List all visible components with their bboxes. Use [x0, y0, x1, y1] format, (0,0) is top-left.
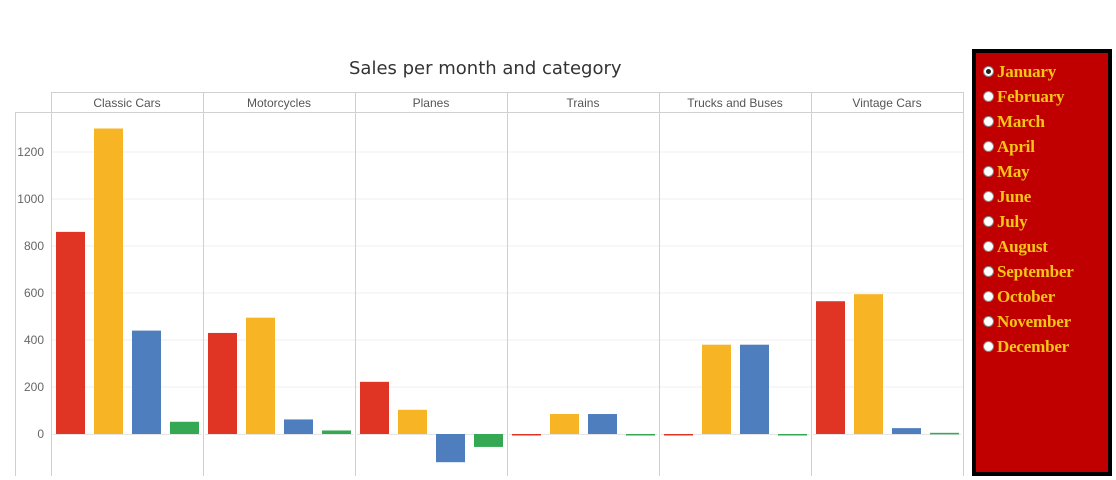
month-option-july[interactable]: July: [976, 209, 1108, 234]
y-tick-label: 200: [24, 380, 44, 394]
month-option-february[interactable]: February: [976, 84, 1108, 109]
month-label: April: [997, 136, 1035, 156]
facet-label: Trains: [567, 96, 600, 110]
month-label: February: [997, 86, 1065, 106]
month-option-december[interactable]: December: [976, 334, 1108, 359]
month-option-september[interactable]: September: [976, 259, 1108, 284]
bar: [892, 428, 921, 434]
bar: [436, 434, 465, 463]
radio-button[interactable]: [983, 91, 994, 102]
month-label: September: [997, 261, 1074, 281]
chart-title: Sales per month and category: [349, 58, 622, 79]
bar: [550, 414, 579, 434]
bar-chart: 0 200 400 600 800 1000 1200 Classic Cars Motorcy…: [15, 92, 964, 476]
facet-label: Vintage Cars: [852, 96, 921, 110]
radio-button[interactable]: [983, 341, 994, 352]
y-tick-label: 1200: [17, 145, 44, 159]
bar: [740, 344, 769, 434]
radio-button[interactable]: [983, 266, 994, 277]
y-tick-label: 600: [24, 286, 44, 300]
radio-button[interactable]: [983, 141, 994, 152]
month-option-june[interactable]: June: [976, 184, 1108, 209]
month-option-april[interactable]: April: [976, 134, 1108, 159]
month-option-november[interactable]: November: [976, 309, 1108, 334]
month-label: December: [997, 336, 1070, 356]
radio-button[interactable]: [983, 191, 994, 202]
y-tick-label: 800: [24, 239, 44, 253]
bar: [816, 301, 845, 434]
bar: [246, 317, 275, 434]
bar: [208, 332, 237, 434]
month-label: January: [997, 61, 1057, 81]
bar: [132, 330, 161, 434]
bar: [360, 381, 389, 434]
month-option-january[interactable]: January: [976, 59, 1108, 84]
radio-button[interactable]: [983, 291, 994, 302]
bar: [626, 434, 655, 436]
facet-label: Trucks and Buses: [687, 96, 783, 110]
month-label: August: [997, 236, 1048, 256]
facet-label: Motorcycles: [247, 96, 311, 110]
bar: [322, 430, 351, 434]
bar: [284, 419, 313, 434]
bar: [474, 434, 503, 447]
bar: [664, 434, 693, 436]
bar: [854, 294, 883, 434]
bar: [778, 434, 807, 436]
bar: [930, 432, 959, 435]
month-label: March: [997, 111, 1045, 131]
bar: [702, 344, 731, 434]
month-option-august[interactable]: August: [976, 234, 1108, 259]
bar: [56, 231, 85, 434]
month-option-october[interactable]: October: [976, 284, 1108, 309]
bar: [170, 421, 199, 434]
month-option-march[interactable]: March: [976, 109, 1108, 134]
y-tick-label: 1000: [17, 192, 44, 206]
bar: [94, 128, 123, 434]
bar: [512, 434, 541, 436]
radio-button[interactable]: [983, 216, 994, 227]
radio-button[interactable]: [983, 116, 994, 127]
month-label: June: [997, 186, 1032, 206]
month-label: October: [997, 286, 1056, 306]
radio-button[interactable]: [983, 241, 994, 252]
month-option-may[interactable]: May: [976, 159, 1108, 184]
y-tick-label: 400: [24, 333, 44, 347]
radio-button[interactable]: [983, 66, 994, 77]
month-filter-panel: January February March April May June July Augu…: [972, 49, 1112, 476]
facet-label: Planes: [413, 96, 450, 110]
bar: [588, 414, 617, 434]
facet-label: Classic Cars: [93, 96, 160, 110]
month-label: November: [997, 311, 1071, 331]
month-label: July: [997, 211, 1028, 231]
month-label: May: [997, 161, 1030, 181]
radio-button[interactable]: [983, 316, 994, 327]
y-tick-label: 0: [37, 427, 44, 441]
bar: [398, 409, 427, 434]
radio-button[interactable]: [983, 166, 994, 177]
